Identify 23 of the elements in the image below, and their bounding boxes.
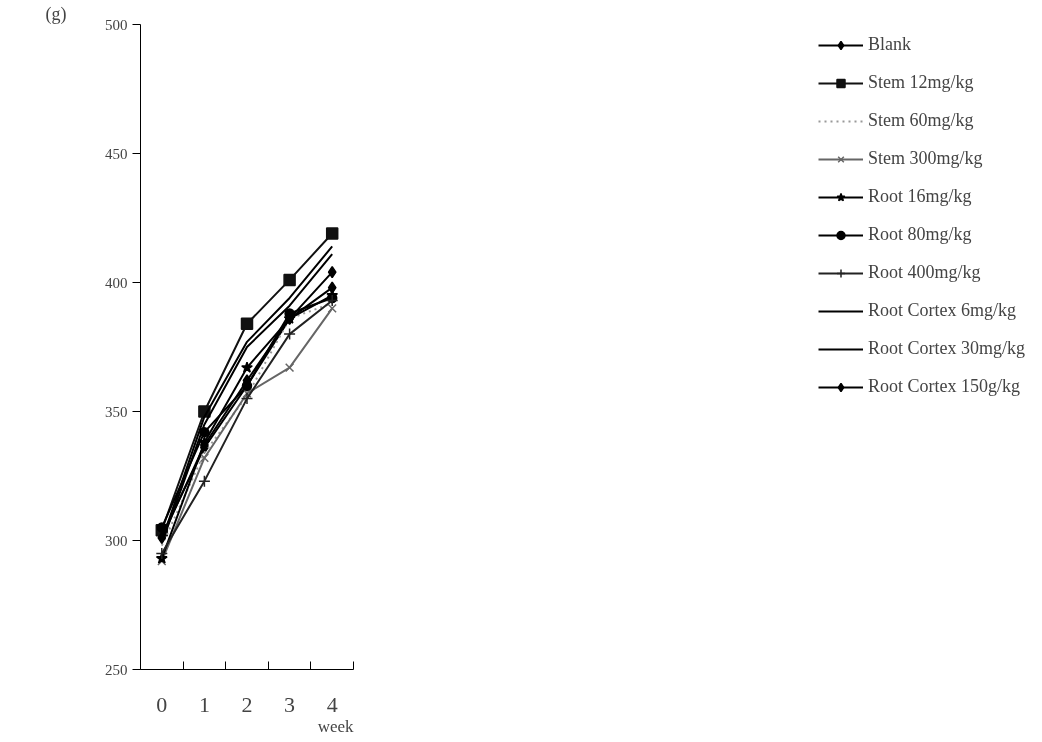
legend-label: Stem 12mg/kg — [868, 72, 974, 93]
x-tick-label: 1 — [198, 691, 210, 717]
legend-label: Root Cortex 150g/kg — [868, 376, 1020, 397]
y-tick-label: 250 — [105, 661, 128, 678]
x-axis-title: week — [317, 716, 354, 736]
x-tick-label: 4 — [326, 691, 338, 717]
y-axis-title: (g) — [45, 3, 67, 25]
y-tick-label: 300 — [105, 532, 128, 549]
y-tick-label: 500 — [105, 16, 128, 33]
x-tick-label: 0 — [156, 691, 168, 717]
legend-label: Root 80mg/kg — [868, 224, 972, 245]
legend-label: Root Cortex 6mg/kg — [868, 300, 1016, 321]
legend-label: Stem 60mg/kg — [868, 110, 974, 131]
legend-label: Stem 300mg/kg — [868, 148, 983, 169]
y-tick-label: 400 — [105, 274, 128, 291]
y-tick-label: 350 — [105, 403, 128, 420]
legend-label: Root 400mg/kg — [868, 262, 981, 283]
legend-label: Blank — [868, 34, 911, 55]
x-tick-label: 2 — [241, 691, 253, 717]
y-tick-label: 450 — [105, 145, 128, 162]
legend-label: Root 16mg/kg — [868, 186, 972, 207]
legend-label: Root Cortex 30mg/kg — [868, 338, 1025, 359]
x-tick-label: 3 — [284, 691, 296, 717]
